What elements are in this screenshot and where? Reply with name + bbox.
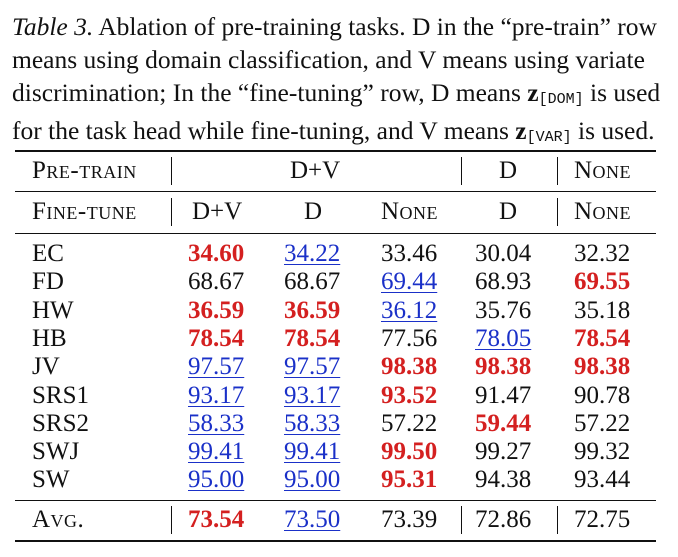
table-cell: 97.57 bbox=[284, 353, 341, 381]
table-cell: 93.17 bbox=[188, 381, 245, 409]
column-divider bbox=[171, 157, 172, 185]
avg-cell: 72.75 bbox=[574, 506, 631, 533]
z-symbol-dom: z bbox=[527, 78, 539, 107]
finetune-row-label: Fine-tune bbox=[32, 198, 137, 225]
avg-divider bbox=[15, 500, 656, 501]
caption-line-1: Table 3. Ablation of pre-training tasks.… bbox=[12, 10, 672, 43]
table-cell: 68.93 bbox=[475, 268, 532, 296]
table-cell: 59.44 bbox=[475, 409, 532, 437]
table-cell: 33.46 bbox=[381, 240, 438, 267]
table-cell: 95.00 bbox=[284, 466, 341, 494]
dataset-label: JV bbox=[32, 353, 60, 381]
z-symbol-var: z bbox=[515, 116, 527, 145]
table-cell: 78.54 bbox=[284, 324, 341, 352]
column-divider bbox=[461, 506, 462, 534]
caption-text-4b: is used. bbox=[571, 116, 655, 145]
caption-line-4: for the task head while fine-tuning, and… bbox=[12, 114, 672, 152]
table-cell: 78.54 bbox=[188, 324, 245, 352]
table-cell: 99.41 bbox=[188, 438, 245, 466]
finetune-col-2: D bbox=[304, 198, 323, 225]
dataset-label: SWJ bbox=[32, 438, 80, 466]
caption-tag: Table 3. bbox=[12, 12, 94, 41]
table-cell: 77.56 bbox=[381, 324, 438, 352]
table-cell: 32.32 bbox=[574, 240, 631, 267]
table-cell: 99.27 bbox=[475, 438, 532, 466]
column-divider bbox=[171, 198, 172, 226]
table-cell: 57.22 bbox=[574, 409, 631, 437]
table-cell: 57.22 bbox=[381, 409, 438, 437]
header-divider bbox=[15, 191, 656, 192]
dataset-label: SW bbox=[32, 466, 70, 494]
caption-line-3: discrimination; In the “fine-tuning” row… bbox=[12, 76, 672, 114]
pretrain-group-dv: D+V bbox=[290, 157, 341, 184]
table-cell: 58.33 bbox=[284, 409, 341, 437]
caption-line-2: means using domain classification, and V… bbox=[12, 45, 645, 74]
caption-text-3a: discrimination; In the “fine-tuning” row… bbox=[12, 78, 528, 107]
subscript-var: [VAR] bbox=[526, 129, 572, 146]
avg-row-label: Avg. bbox=[32, 506, 85, 533]
table-cell: 95.31 bbox=[381, 466, 438, 494]
table-cell: 35.18 bbox=[574, 296, 631, 324]
dataset-label: FD bbox=[32, 268, 64, 296]
table-cell: 36.59 bbox=[188, 296, 245, 324]
dataset-label: HB bbox=[32, 324, 67, 352]
table-cell: 34.22 bbox=[284, 240, 341, 267]
dataset-label: HW bbox=[32, 296, 74, 324]
table-cell: 99.50 bbox=[381, 438, 438, 466]
table-cell: 58.33 bbox=[188, 409, 245, 437]
table-cell: 93.52 bbox=[381, 381, 438, 409]
table-cell: 99.32 bbox=[574, 438, 631, 466]
table-cell: 99.41 bbox=[284, 438, 341, 466]
caption-text-4a: for the task head while fine-tuning, and… bbox=[12, 116, 516, 145]
avg-cell: 73.50 bbox=[284, 506, 341, 533]
pretrain-group-d: D bbox=[499, 157, 518, 184]
table-cell: 98.38 bbox=[475, 353, 532, 381]
table-cell: 90.78 bbox=[574, 381, 631, 409]
avg-cell: 73.39 bbox=[381, 506, 438, 533]
header-bottom-rule bbox=[15, 233, 656, 234]
table-cell: 95.00 bbox=[188, 466, 245, 494]
dataset-label: EC bbox=[32, 240, 64, 267]
table-cell: 68.67 bbox=[188, 268, 245, 296]
table-cell: 91.47 bbox=[475, 381, 532, 409]
table-cell: 93.44 bbox=[574, 466, 631, 494]
table-cell: 94.38 bbox=[475, 466, 532, 494]
table-cell: 69.55 bbox=[574, 268, 631, 296]
table-cell: 98.38 bbox=[381, 353, 438, 381]
table-cell: 98.38 bbox=[574, 353, 631, 381]
table-cell: 69.44 bbox=[381, 268, 438, 296]
finetune-col-4: D bbox=[499, 198, 518, 225]
table-cell: 30.04 bbox=[475, 240, 532, 267]
dataset-label: SRS2 bbox=[32, 409, 89, 437]
caption-text-1: Ablation of pre-training tasks. D in the… bbox=[93, 12, 657, 41]
table-cell: 78.05 bbox=[475, 324, 532, 352]
finetune-col-5: None bbox=[574, 198, 632, 225]
table-cell: 35.76 bbox=[475, 296, 532, 324]
subscript-dom: [DOM] bbox=[538, 91, 584, 108]
avg-cell: 72.86 bbox=[475, 506, 532, 533]
table-caption: Table 3. Ablation of pre-training tasks.… bbox=[12, 10, 672, 152]
pretrain-group-none: None bbox=[574, 157, 632, 184]
table-cell: 93.17 bbox=[284, 381, 341, 409]
column-divider bbox=[171, 506, 172, 534]
caption-text-3b: is used bbox=[583, 78, 661, 107]
table-bottom-rule bbox=[15, 540, 656, 542]
table-cell: 97.57 bbox=[188, 353, 245, 381]
column-divider bbox=[461, 157, 462, 185]
dataset-label: SRS1 bbox=[32, 381, 89, 409]
table-cell: 36.12 bbox=[381, 296, 438, 324]
finetune-col-1: D+V bbox=[192, 198, 243, 225]
pretrain-row-label: Pre-train bbox=[32, 157, 137, 184]
table-top-rule bbox=[15, 150, 656, 152]
column-divider bbox=[557, 198, 558, 226]
column-divider bbox=[557, 506, 558, 534]
table-cell: 34.60 bbox=[188, 240, 245, 267]
avg-cell: 73.54 bbox=[188, 506, 245, 533]
table-cell: 68.67 bbox=[284, 268, 341, 296]
finetune-col-3: None bbox=[381, 198, 439, 225]
table-cell: 78.54 bbox=[574, 324, 631, 352]
table-cell: 36.59 bbox=[284, 296, 341, 324]
column-divider bbox=[557, 157, 558, 185]
